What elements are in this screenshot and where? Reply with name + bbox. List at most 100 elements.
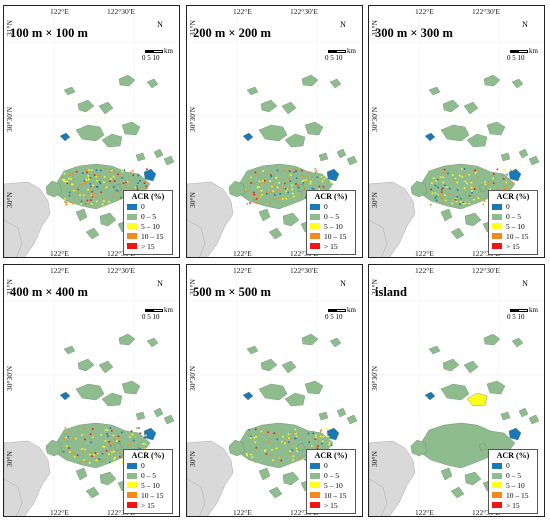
island-shape bbox=[424, 132, 436, 142]
acr-cell bbox=[307, 432, 310, 435]
acr-cell bbox=[265, 427, 267, 430]
acr-cell bbox=[503, 184, 505, 187]
legend-item: 5 – 10 bbox=[310, 481, 352, 491]
island-shape bbox=[153, 148, 164, 159]
island-shape bbox=[478, 183, 488, 193]
acr-cell bbox=[287, 433, 290, 435]
acr-cell bbox=[303, 179, 305, 182]
acr-cell bbox=[129, 436, 131, 438]
acr-cell bbox=[81, 172, 84, 174]
acr-cell bbox=[315, 436, 317, 439]
acr-cell bbox=[134, 186, 137, 189]
acr-cell bbox=[442, 176, 444, 179]
acr-cell bbox=[287, 178, 290, 180]
acr-cell bbox=[294, 428, 297, 431]
acr-cell bbox=[328, 443, 331, 446]
acr-cell bbox=[296, 450, 298, 453]
acr-cell bbox=[512, 181, 514, 184]
acr-cell bbox=[116, 189, 118, 192]
acr-cell bbox=[88, 169, 90, 171]
latitude-tick-label: 30°30′N bbox=[370, 365, 379, 391]
acr-cell bbox=[262, 431, 264, 433]
mainland-shape bbox=[187, 478, 206, 516]
island-shape bbox=[99, 212, 117, 227]
acr-cell bbox=[77, 192, 80, 195]
acr-cell bbox=[315, 444, 318, 447]
acr-cell bbox=[144, 443, 146, 445]
scale-numbers: 0 5 10 bbox=[325, 313, 343, 321]
island-shape bbox=[301, 74, 319, 87]
acr-cell bbox=[71, 183, 73, 186]
legend-swatch bbox=[310, 213, 320, 220]
acr-cell bbox=[88, 177, 90, 180]
island-shape bbox=[59, 391, 71, 401]
island-shape bbox=[528, 414, 540, 425]
acr-cell bbox=[463, 173, 465, 176]
island-shape bbox=[268, 227, 283, 240]
acr-cell bbox=[305, 196, 307, 199]
acr-cell bbox=[453, 178, 456, 181]
acr-cell bbox=[76, 187, 78, 189]
acr-cell bbox=[440, 188, 443, 191]
scale-unit: km bbox=[164, 47, 173, 55]
island-shape bbox=[63, 86, 76, 96]
acr-cell bbox=[64, 197, 66, 200]
legend-swatch bbox=[127, 482, 137, 489]
island-shape bbox=[508, 427, 522, 441]
acr-cell bbox=[448, 193, 451, 195]
acr-cell bbox=[72, 173, 74, 175]
longitude-tick-label: 122°E bbox=[233, 508, 252, 517]
acr-cell bbox=[287, 191, 289, 194]
island-shape bbox=[463, 101, 479, 115]
legend-label: 10 – 15 bbox=[324, 490, 347, 500]
longitude-tick-label: 122°E bbox=[50, 249, 69, 258]
acr-cell bbox=[271, 185, 273, 188]
legend-swatch bbox=[127, 203, 137, 210]
acr-cell bbox=[301, 180, 304, 183]
acr-cell bbox=[482, 203, 485, 206]
acr-cell bbox=[320, 176, 323, 178]
island-shape bbox=[420, 163, 516, 210]
acr-cell bbox=[504, 168, 506, 171]
longitude-tick-label: 122°30′E bbox=[290, 508, 318, 517]
acr-cell bbox=[300, 192, 303, 195]
acr-cell bbox=[97, 454, 99, 457]
island-shape bbox=[135, 411, 146, 421]
acr-cell bbox=[277, 456, 279, 459]
island-shape bbox=[301, 333, 319, 346]
acr-cell bbox=[436, 195, 438, 198]
acr-cell bbox=[288, 441, 290, 443]
acr-cell bbox=[297, 186, 300, 189]
acr-cell bbox=[316, 447, 319, 450]
legend-label: 0 bbox=[324, 202, 328, 212]
island-shape bbox=[466, 392, 488, 407]
acr-cell bbox=[322, 186, 325, 188]
island-shape bbox=[346, 414, 358, 425]
acr-cell bbox=[293, 171, 296, 174]
acr-cell bbox=[62, 450, 65, 453]
acr-cell bbox=[87, 188, 89, 191]
island-shape bbox=[146, 337, 159, 348]
island-shape bbox=[284, 392, 306, 407]
island-shape bbox=[113, 183, 123, 193]
acr-cell bbox=[325, 427, 328, 430]
acr-cell bbox=[113, 180, 116, 182]
legend-label: 5 – 10 bbox=[506, 480, 525, 490]
acr-cell bbox=[262, 170, 264, 172]
acr-cell bbox=[502, 174, 505, 177]
island-shape bbox=[464, 212, 482, 227]
island-shape bbox=[242, 132, 254, 142]
acr-cell bbox=[312, 432, 314, 435]
island-shape bbox=[59, 132, 71, 142]
acr-cell bbox=[111, 451, 113, 454]
acr-cell bbox=[291, 192, 294, 195]
island-shape bbox=[284, 133, 306, 148]
acr-cell bbox=[293, 195, 295, 198]
acr-cell bbox=[317, 445, 319, 447]
acr-cell bbox=[323, 178, 326, 180]
acr-cell bbox=[72, 203, 74, 206]
legend-item: 0 – 5 bbox=[310, 471, 352, 481]
